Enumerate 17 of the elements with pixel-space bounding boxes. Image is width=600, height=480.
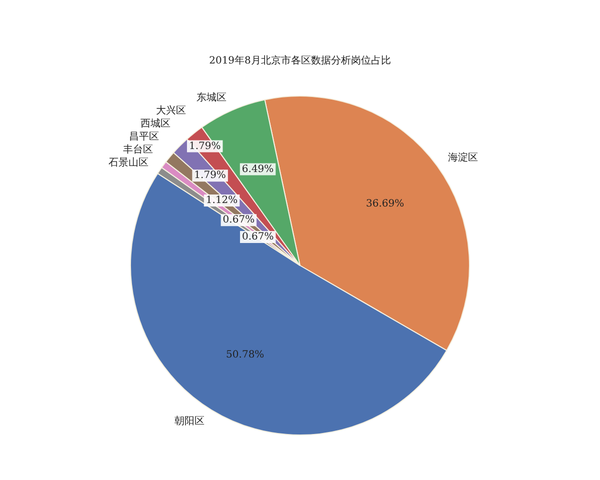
- data-label: 6.49%: [242, 164, 274, 175]
- data-label: 1.12%: [206, 195, 238, 206]
- data-label: 0.67%: [222, 214, 255, 226]
- slice-label: 昌平区: [129, 131, 160, 142]
- slice-label: 东城区: [196, 91, 226, 104]
- slice-label: 朝阳区: [174, 415, 204, 428]
- chart-title: 2019年8月北京市各区数据分析岗位占比: [209, 54, 391, 67]
- slice-label: 石景山区: [108, 156, 148, 168]
- slice-label: 大兴区: [156, 104, 186, 116]
- data-label: 36.69%: [366, 198, 404, 210]
- slice-label: 西城区: [140, 117, 170, 130]
- data-label: 1.79%: [188, 140, 221, 152]
- slice-label: 海淀区: [448, 152, 478, 164]
- data-label: 0.67%: [242, 232, 274, 243]
- data-label: 50.78%: [226, 350, 264, 361]
- data-label: 1.79%: [194, 170, 226, 182]
- slice-label: 丰台区: [122, 143, 153, 156]
